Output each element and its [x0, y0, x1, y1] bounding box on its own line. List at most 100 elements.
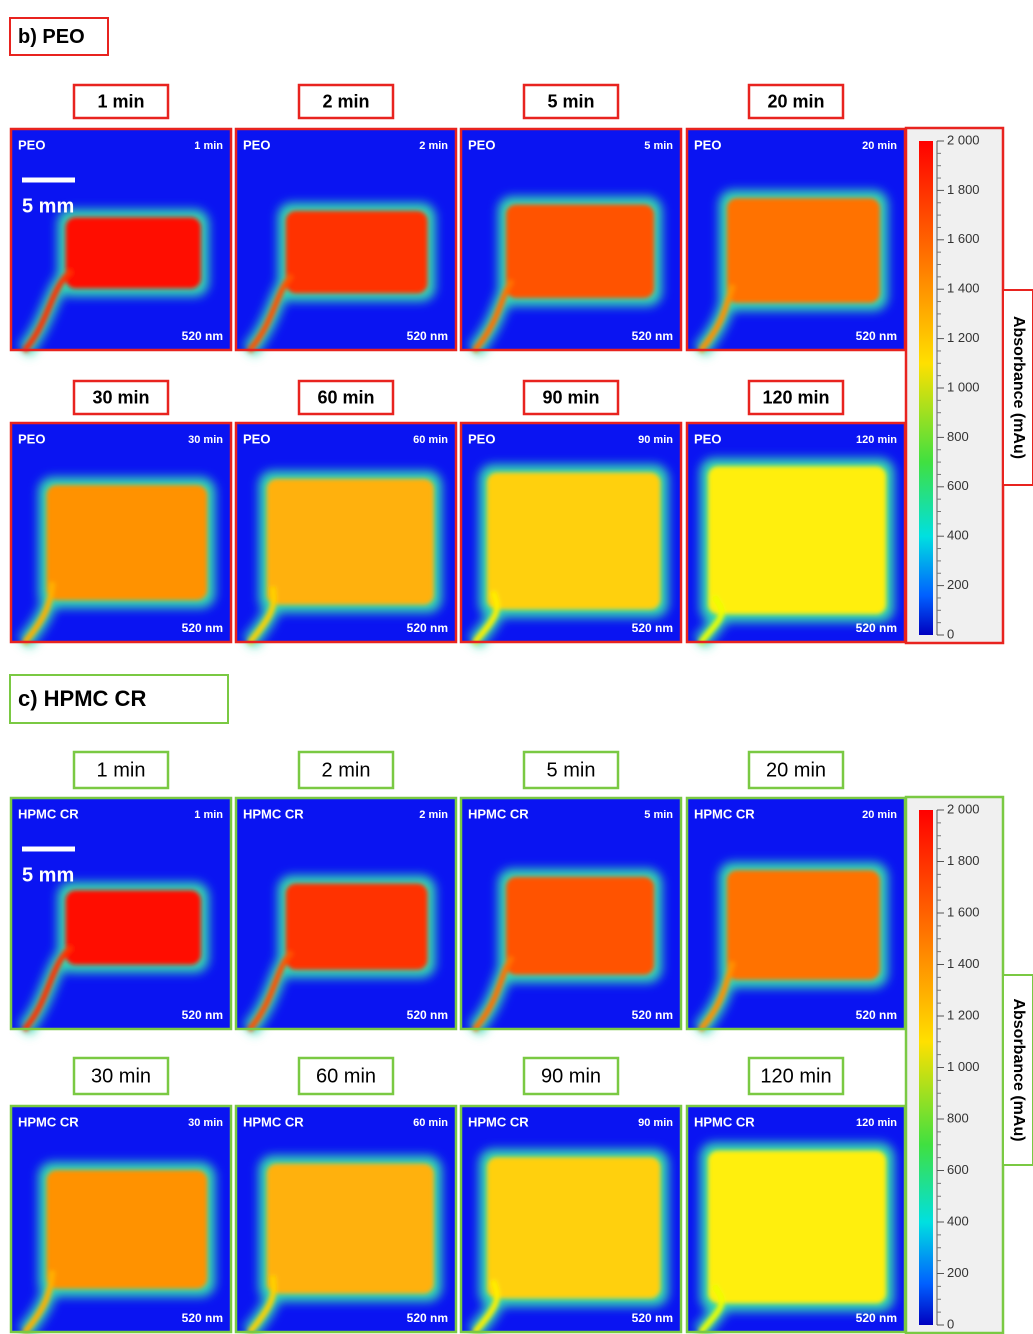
- core: [46, 1170, 207, 1289]
- colorbar-tick-label: 1 200: [947, 330, 980, 345]
- wavelength: 520 nm: [856, 1311, 897, 1325]
- sample-label: HPMC CR: [18, 1114, 79, 1129]
- panel-time: 120 min: [856, 434, 897, 446]
- wavelength: 520 nm: [407, 1311, 448, 1325]
- time-label: 60 min: [317, 387, 374, 407]
- colorbar-tick-label: 1 400: [947, 956, 980, 971]
- core: [708, 466, 886, 614]
- colorbar-tick-label: 600: [947, 478, 969, 493]
- time-label: 30 min: [91, 1065, 151, 1087]
- colorbar-tick-label: 1 800: [947, 182, 980, 197]
- time-label: 2 min: [322, 759, 371, 781]
- colorbar-tick-label: 800: [947, 1110, 969, 1125]
- core: [708, 1151, 886, 1304]
- panel-time: 2 min: [419, 140, 448, 152]
- sample-label: HPMC CR: [18, 806, 79, 821]
- image-panel: HPMC CR 5 min 520 nm: [460, 797, 682, 1030]
- sample-label: HPMC CR: [243, 806, 304, 821]
- image-panel: HPMC CR1 min520 nm5 mm: [10, 797, 232, 1030]
- image-panel: PEO 120 min 520 nm: [686, 422, 906, 643]
- sample-label: PEO: [18, 137, 45, 152]
- time-label: 5 min: [547, 91, 594, 111]
- colorbar-tick-label: 1 000: [947, 379, 980, 394]
- colorbar-title: Absorbance (mAu): [1010, 998, 1027, 1141]
- panel-time: 30 min: [188, 434, 223, 446]
- sample-label: HPMC CR: [468, 806, 529, 821]
- wavelength: 520 nm: [632, 1311, 673, 1325]
- colorbar-tick-label: 400: [947, 1213, 969, 1228]
- colorbar: [919, 810, 933, 1325]
- colorbar-tick-label: 1 600: [947, 231, 980, 246]
- colorbar: [919, 141, 933, 635]
- wavelength: 520 nm: [407, 1008, 448, 1022]
- core: [487, 1157, 660, 1298]
- core: [286, 884, 428, 970]
- panel-time: 1 min: [194, 809, 223, 821]
- panel-time: 5 min: [644, 809, 673, 821]
- colorbar-tick-label: 600: [947, 1162, 969, 1177]
- time-label: 90 min: [541, 1065, 601, 1087]
- panel-time: 60 min: [413, 1117, 448, 1129]
- colorbar-tick-label: 1 600: [947, 904, 980, 919]
- sample-label: PEO: [243, 137, 270, 152]
- page: b) PEO1 minPEO1 min520 nm5 mm2 minPEO2 m…: [0, 0, 1033, 1334]
- sample-label: HPMC CR: [694, 806, 755, 821]
- figure: b) PEO1 minPEO1 min520 nm5 mm2 minPEO2 m…: [0, 0, 1033, 1334]
- image-panel: PEO20 min520 nm: [686, 128, 906, 351]
- colorbar-tick-label: 2 000: [947, 132, 980, 147]
- panel-time: 20 min: [862, 140, 897, 152]
- core: [286, 211, 428, 294]
- core: [66, 217, 201, 288]
- time-label: 1 min: [97, 759, 146, 781]
- colorbar-tick-label: 400: [947, 528, 969, 543]
- colorbar-tick-label: 0: [947, 626, 954, 641]
- colorbar-tick-label: 1 000: [947, 1059, 980, 1074]
- core: [727, 198, 880, 303]
- time-label: 60 min: [316, 1065, 376, 1087]
- wavelength: 520 nm: [182, 621, 223, 635]
- core: [46, 485, 207, 600]
- sample-label: PEO: [468, 137, 495, 152]
- core: [727, 870, 880, 980]
- panel-time: 60 min: [413, 434, 448, 446]
- image-panel: HPMC CR 2 min 520 nm: [235, 797, 457, 1030]
- image-panel: PEO90 min520 nm: [460, 422, 682, 643]
- panel-time: 90 min: [638, 1117, 673, 1129]
- sample-label: PEO: [694, 431, 721, 446]
- time-label: 20 min: [766, 759, 826, 781]
- wavelength: 520 nm: [182, 1311, 223, 1325]
- wavelength: 520 nm: [856, 621, 897, 635]
- wavelength: 520 nm: [632, 1008, 673, 1022]
- wavelength: 520 nm: [632, 621, 673, 635]
- time-label: 5 min: [547, 759, 596, 781]
- panel-time: 2 min: [419, 809, 448, 821]
- image-panel: PEO60 min520 nm: [235, 422, 457, 643]
- wavelength: 520 nm: [407, 329, 448, 343]
- colorbar-tick-label: 200: [947, 577, 969, 592]
- panel-time: 20 min: [862, 809, 897, 821]
- image-panel: HPMC CR20 min520 nm: [686, 797, 906, 1030]
- colorbar-tick-label: 200: [947, 1265, 969, 1280]
- colorbar-tick-label: 0: [947, 1316, 954, 1331]
- panel-time: 120 min: [856, 1117, 897, 1129]
- time-label: 90 min: [542, 387, 599, 407]
- sample-label: PEO: [18, 431, 45, 446]
- colorbar-tick-label: 1 200: [947, 1007, 980, 1022]
- core: [506, 877, 654, 975]
- panel-time: 30 min: [188, 1117, 223, 1129]
- colorbar-tick-label: 1 400: [947, 281, 980, 296]
- sample-label: PEO: [468, 431, 495, 446]
- time-label: 120 min: [760, 1065, 831, 1087]
- wavelength: 520 nm: [632, 329, 673, 343]
- time-label: 120 min: [762, 387, 829, 407]
- colorbar-tick-label: 800: [947, 429, 969, 444]
- image-panel: PEO 30 min 520 nm: [10, 422, 232, 643]
- time-label: 2 min: [322, 91, 369, 111]
- time-label: 30 min: [92, 387, 149, 407]
- image-panel: PEO 2 min 520 nm: [235, 128, 457, 351]
